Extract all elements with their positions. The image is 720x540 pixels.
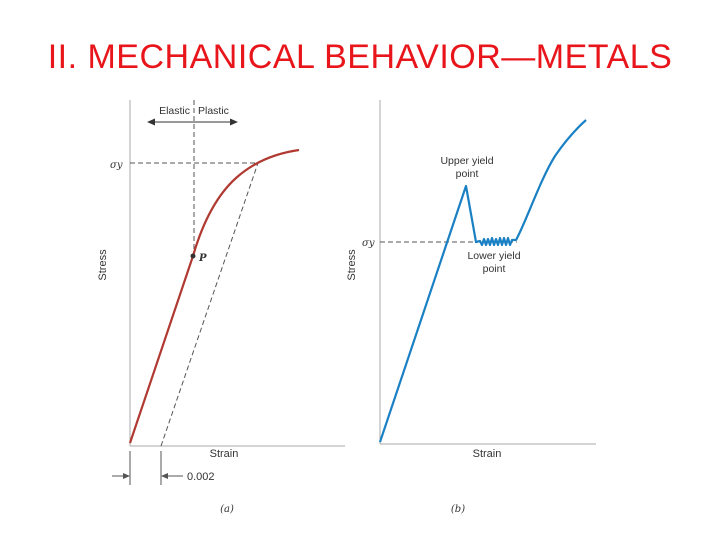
- panel-b-ylabel: Stress: [346, 249, 358, 281]
- panel-b-yield-symbol: σy: [362, 238, 375, 249]
- panel-a: Elastic Plastic σy P Stress Strain 0.002…: [97, 100, 345, 515]
- panel-a-stress-strain-curve: [128, 148, 300, 444]
- panel-b-stress-strain-curve: [378, 119, 587, 443]
- panel-a-caption: (a): [220, 504, 234, 515]
- offset-arrow-right-head: [161, 473, 168, 479]
- panel-a-yield-symbol: σy: [110, 160, 123, 171]
- panel-a-ylabel: Stress: [97, 249, 109, 281]
- lower-yield-label-line1: Lower yield: [467, 250, 520, 262]
- panel-a-xlabel: Strain: [210, 448, 239, 460]
- arrow-right-head: [230, 118, 238, 126]
- upper-yield-label-line2: point: [456, 168, 479, 180]
- plastic-label: Plastic: [198, 105, 229, 117]
- elastic-label: Elastic: [159, 105, 190, 117]
- offset-label: 0.002: [187, 471, 215, 483]
- arrow-left-head: [147, 118, 155, 126]
- panel-b-xlabel: Strain: [473, 448, 502, 460]
- slide-title: II. MECHANICAL BEHAVIOR—METALS: [47, 38, 673, 76]
- proportional-limit-point: [190, 253, 196, 259]
- panel-b: σy Upper yield point Lower yield point S…: [346, 100, 596, 515]
- offset-arrow-left-head: [123, 473, 130, 479]
- point-p-label: P: [198, 253, 207, 264]
- panel-b-caption: (b): [451, 504, 465, 515]
- upper-yield-label-line1: Upper yield: [440, 155, 493, 167]
- offset-line: [160, 162, 259, 447]
- lower-yield-label-line2: point: [483, 263, 506, 275]
